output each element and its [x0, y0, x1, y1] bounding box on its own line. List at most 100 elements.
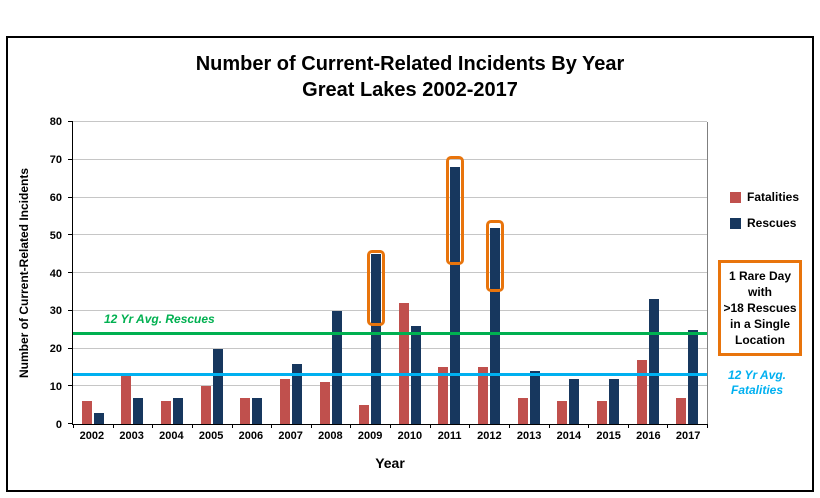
rescues-bar-2004 [173, 397, 184, 424]
fatalities-bar-2005 [200, 386, 211, 424]
y-tickmark [68, 423, 73, 424]
x-tickmark [667, 424, 669, 428]
fatalities-bar-2017 [676, 397, 687, 424]
rare-day-annotation: 1 Rare Day with >18 Rescues in a Single … [718, 260, 802, 356]
avg-fatalities-label: 12 Yr Avg. Fatalities [727, 368, 787, 397]
x-tick-label-2009: 2009 [357, 430, 383, 442]
y-tickmark [68, 347, 73, 349]
rescues-bar-2009 [371, 254, 382, 424]
x-tick-label-2011: 2011 [437, 430, 462, 442]
gridline-40 [73, 272, 707, 273]
fatalities-bar-2006 [240, 397, 251, 424]
bar-group-2007 [271, 122, 311, 424]
rescues-bar-2002 [93, 412, 104, 424]
gridline-10 [73, 385, 707, 387]
x-tick-label-2016: 2016 [636, 430, 661, 442]
y-tickmark [68, 158, 73, 160]
fatalities-legend-swatch [730, 191, 741, 203]
bar-group-2010 [390, 122, 430, 424]
x-tickmark [271, 424, 273, 428]
x-tick-label-2012: 2012 [477, 430, 502, 442]
y-tickmark [68, 121, 73, 122]
rescues-bar-2006 [252, 397, 263, 424]
fatalities-bar-2007 [279, 378, 290, 424]
plot-area [68, 121, 708, 428]
rescues-bar-2014 [569, 378, 580, 424]
bar-group-2004 [152, 122, 192, 424]
x-tickmark [390, 424, 391, 428]
y-tickmark [68, 272, 73, 273]
x-tick-label-2003: 2003 [119, 430, 144, 442]
bar-group-2015 [588, 122, 628, 424]
bar-group-2017 [667, 122, 707, 424]
x-tickmark [231, 424, 233, 428]
y-tickmark [68, 234, 73, 236]
bar-groups [73, 122, 707, 424]
y-tick-label-70: 70 [49, 153, 62, 166]
x-tick-label-2006: 2006 [238, 430, 264, 442]
y-axis-labels: 0 10 20 30 40 50 60 70 80 [34, 116, 66, 431]
legend-item-rescues: Rescues [730, 216, 799, 230]
bar-group-2013 [509, 122, 549, 424]
y-tick-label-10: 10 [49, 381, 62, 394]
highlight-box-2009 [367, 250, 386, 326]
fatalities-bar-2014 [557, 401, 568, 424]
gridline-30 [73, 309, 707, 311]
x-tickmark [469, 424, 471, 428]
gridline-20 [73, 347, 707, 349]
fatalities-bar-2013 [517, 397, 528, 424]
bar-group-2002 [73, 122, 113, 424]
y-tick-label-20: 20 [49, 343, 62, 356]
x-tick-label-2014: 2014 [556, 430, 582, 442]
fatalities-bar-2002 [81, 401, 92, 424]
bar-group-2006 [232, 122, 272, 424]
fatalities-bar-2016 [636, 359, 647, 424]
fatalities-bar-2012 [478, 367, 489, 424]
x-tick-label-2002: 2002 [79, 430, 105, 442]
rescues-bar-2013 [529, 371, 540, 424]
gridline-50 [73, 234, 707, 236]
rescues-bar-2005 [212, 348, 223, 424]
fatalities-legend-label: Fatalities [747, 190, 800, 204]
y-tick-label-80: 80 [49, 116, 62, 128]
y-tickmark [68, 309, 73, 311]
bar-group-2014 [549, 122, 589, 424]
bar-group-2012 [469, 122, 509, 424]
fatalities-bar-2011 [438, 367, 449, 424]
x-tick-label-2010: 2010 [397, 430, 423, 442]
rescues-bar-2012 [490, 227, 501, 424]
x-tickmark [350, 424, 352, 428]
bar-group-2011 [430, 122, 470, 424]
x-tickmark [429, 424, 431, 428]
x-tick-label-2017: 2017 [675, 430, 701, 442]
legend-item-fatalities: Fatalities [730, 190, 799, 204]
x-tick-label-2004: 2004 [159, 430, 184, 442]
x-tick-label-2013: 2013 [516, 430, 542, 442]
gridline-70 [73, 158, 707, 160]
ref-line-avg-rescues [73, 331, 707, 335]
gridline-80 [73, 121, 707, 122]
chart-title: Number of Current-Related Incidents By Y… [8, 51, 812, 103]
highlight-box-2011 [446, 155, 465, 266]
y-axis-title: Number of Current-Related Incidents [17, 167, 31, 379]
fatalities-bar-2004 [161, 401, 172, 424]
chart-figure: Number of Current-Related Incidents By Y… [6, 36, 814, 492]
ref-line-avg-fatalities [73, 373, 707, 377]
legend: Fatalities Rescues [730, 190, 799, 230]
fatalities-bar-2010 [398, 303, 409, 424]
rescues-bar-2016 [648, 299, 659, 424]
rescues-bar-2017 [688, 329, 699, 424]
bar-group-2016 [628, 122, 668, 424]
fatalities-bar-2009 [359, 405, 370, 424]
rescues-legend-swatch [730, 217, 741, 229]
x-tickmark [191, 424, 193, 428]
rescues-legend-label: Rescues [747, 216, 797, 230]
fatalities-bar-2008 [319, 382, 330, 424]
fatalities-bar-2015 [596, 401, 607, 424]
rescues-bar-2008 [331, 310, 342, 424]
avg-rescues-label: 12 Yr Avg. Rescues [104, 312, 215, 326]
rescues-bar-2011 [450, 167, 461, 424]
fatalities-bar-2003 [121, 374, 132, 424]
x-tickmark [112, 424, 114, 428]
